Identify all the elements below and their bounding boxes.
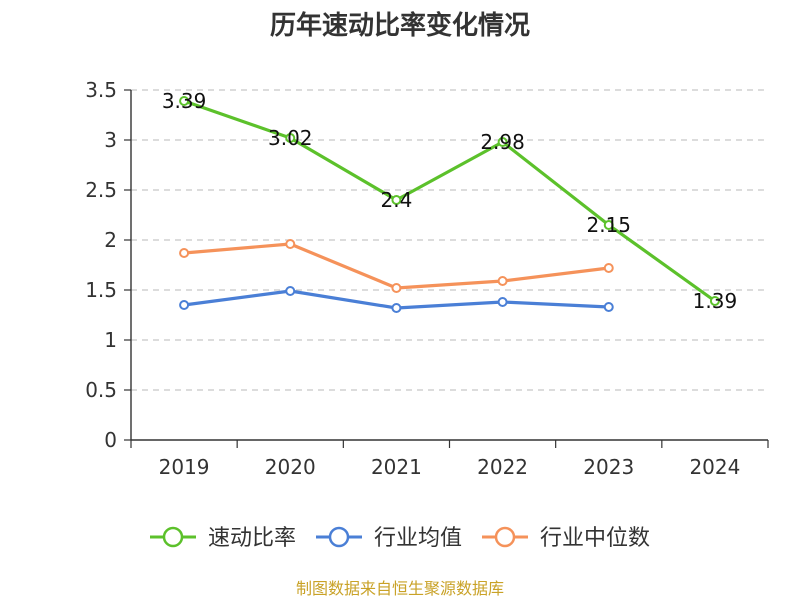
data-label-2020: 3.02 xyxy=(268,126,313,150)
x-tick-label-2023: 2023 xyxy=(583,455,634,479)
legend-marker-2 xyxy=(494,526,516,548)
grid-layer xyxy=(131,89,768,391)
series-0-point-2023 xyxy=(603,220,614,230)
data-label-2023: 2.15 xyxy=(586,213,631,237)
legend-marker-1 xyxy=(328,526,350,548)
legend-label-0: 速动比率 xyxy=(208,526,296,551)
y-tick-label-2: 1 xyxy=(104,328,117,352)
chart-title: 历年速动比率变化情况 xyxy=(270,10,530,41)
y-tick-label-6: 3 xyxy=(104,128,117,152)
series-0-point-2020 xyxy=(285,133,296,143)
series-1-point-2019 xyxy=(179,300,190,310)
legend-label-2: 行业中位数 xyxy=(540,526,650,551)
legend-marker-0 xyxy=(162,526,184,548)
series-0-point-2022 xyxy=(497,137,508,147)
x-tick-label-2024: 2024 xyxy=(689,455,740,479)
y-tick-label-3: 1.5 xyxy=(85,278,117,302)
y-tick-label-1: 0.5 xyxy=(85,378,117,402)
legend: 速动比率 行业均值 行业中位数 xyxy=(150,526,650,551)
y-tick-label-5: 2.5 xyxy=(85,178,117,202)
legend-label-1: 行业均值 xyxy=(374,526,462,551)
x-tick-label-2021: 2021 xyxy=(371,455,422,479)
data-label-2021: 2.4 xyxy=(381,188,413,212)
series-1-point-2021 xyxy=(391,303,402,313)
data-label-2022: 2.98 xyxy=(480,130,525,154)
series-1-point-2020 xyxy=(285,286,296,296)
source-note: 制图数据来自恒生聚源数据库 xyxy=(296,579,504,598)
series-0-point-2019 xyxy=(179,96,190,106)
y-tick-label-0: 0 xyxy=(104,428,117,452)
x-tick-label-2022: 2022 xyxy=(477,455,528,479)
axis-layer: 0 0.5 1 1.5 2 2.5 3 3.5 2019 2020 2021 2022 2023 2024 xyxy=(85,78,769,479)
x-tick-label-2020: 2020 xyxy=(265,455,316,479)
series-1-point-2023 xyxy=(603,302,614,312)
series-2-point-2021 xyxy=(391,283,402,293)
data-label-2019: 3.39 xyxy=(162,89,207,113)
series-0-point-2021 xyxy=(391,195,402,205)
series-2-point-2023 xyxy=(603,263,614,273)
series-line-0 xyxy=(183,99,716,303)
y-tick-label-4: 2 xyxy=(104,228,117,252)
series-2-point-2020 xyxy=(285,239,296,249)
data-label-layer: 3.39 3.02 2.4 2.98 2.15 1.39 xyxy=(162,89,737,313)
series-2-point-2022 xyxy=(497,276,508,286)
series-layer xyxy=(179,96,720,313)
y-tick-label-7: 3.5 xyxy=(85,78,117,102)
x-tick-label-2019: 2019 xyxy=(159,455,210,479)
series-line-2 xyxy=(183,242,609,290)
data-label-2024: 1.39 xyxy=(693,289,738,313)
series-1-point-2022 xyxy=(497,297,508,307)
series-0-point-2024 xyxy=(709,296,720,306)
series-2-point-2019 xyxy=(179,248,190,258)
